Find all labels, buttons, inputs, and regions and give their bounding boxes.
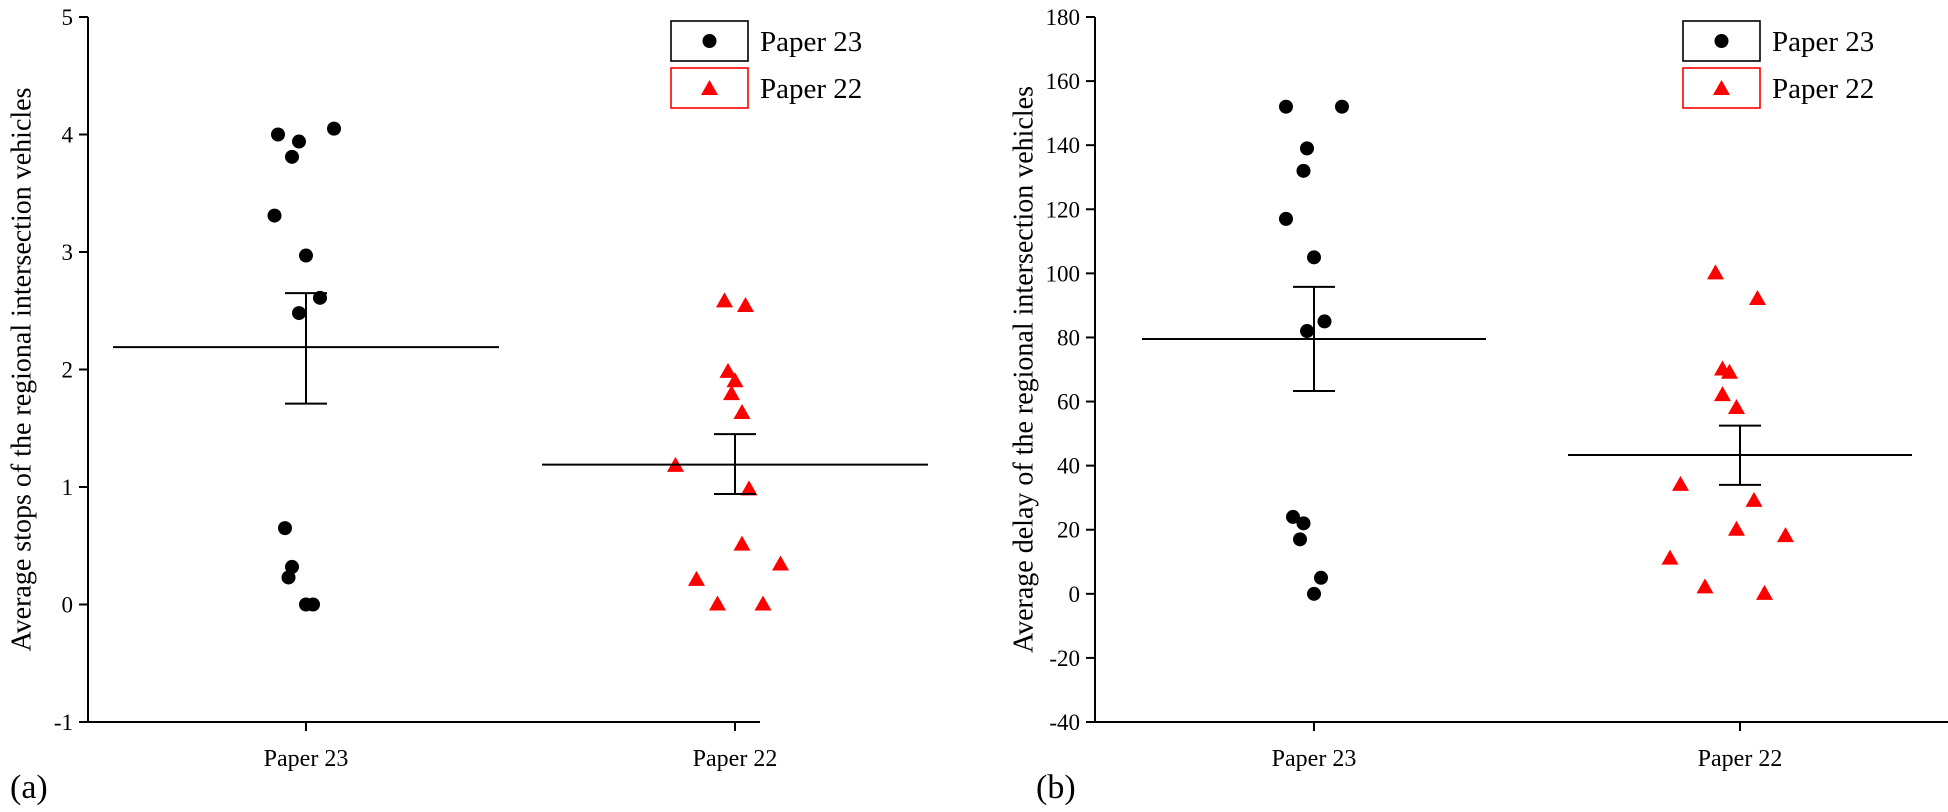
y-axis-title: Average delay of the regional intersecti… <box>1008 86 1039 653</box>
data-point <box>740 480 758 496</box>
data-point <box>285 149 299 164</box>
y-tick-label: 5 <box>62 5 74 30</box>
data-point <box>688 570 705 586</box>
legend-marker <box>1713 80 1730 95</box>
y-tick-label: 60 <box>1057 390 1080 415</box>
data-point <box>1672 475 1689 491</box>
y-tick-label: -1 <box>54 710 73 735</box>
y-tick-label: 1 <box>62 475 74 500</box>
data-point <box>292 306 306 321</box>
y-tick-label: 140 <box>1046 133 1081 158</box>
data-point <box>306 597 320 612</box>
data-point <box>1728 520 1745 536</box>
data-point <box>327 121 341 136</box>
x-tick-label: Paper 23 <box>264 746 349 772</box>
data-point <box>1286 509 1300 524</box>
y-tick-label: 80 <box>1057 325 1080 350</box>
legend: Paper 23 Paper 22 <box>670 20 862 109</box>
y-tick-label: 180 <box>1046 5 1081 30</box>
panel-a: -1 0 1 2 3 4 5 Paper 23 Paper 22 Average stops of… <box>6 5 928 806</box>
data-point <box>281 570 296 585</box>
data-point <box>267 208 282 223</box>
y-tick-label: 4 <box>62 123 74 148</box>
data-point <box>733 403 751 419</box>
data-point <box>716 292 733 308</box>
data-point <box>1696 578 1714 594</box>
data-point <box>313 290 327 305</box>
data-point <box>1307 586 1321 601</box>
data-point <box>1279 211 1293 226</box>
y-tick-label: 0 <box>1069 582 1081 607</box>
y-tick-label: 2 <box>62 358 74 383</box>
data-point <box>1749 290 1766 305</box>
y-tick-label: 3 <box>62 240 74 265</box>
legend-marker <box>702 34 717 48</box>
data-point <box>723 385 740 401</box>
data-point <box>733 535 751 551</box>
data-point <box>1307 250 1321 265</box>
data-point <box>278 521 292 536</box>
x-tick-label: Paper 22 <box>693 746 778 772</box>
data-point <box>1335 99 1349 114</box>
data-point <box>709 595 726 611</box>
data-point <box>285 559 299 574</box>
y-tick-label: 120 <box>1046 197 1081 222</box>
y-tick-label: 100 <box>1046 261 1081 286</box>
data-point <box>299 248 313 263</box>
legend-label: Paper 22 <box>1772 73 1874 105</box>
legend-label: Paper 22 <box>760 73 862 105</box>
legend-marker <box>1714 34 1729 48</box>
y-axis-title: Average stops of the regional intersecti… <box>6 88 37 652</box>
data-point <box>1300 141 1314 156</box>
data-point <box>1714 386 1731 402</box>
y-tick-label: -40 <box>1049 710 1080 735</box>
data-point <box>1721 363 1738 379</box>
data-point <box>1296 163 1311 178</box>
data-point <box>737 297 754 313</box>
y-tick-label: 20 <box>1057 518 1080 543</box>
data-point <box>1707 264 1724 280</box>
data-point <box>1317 314 1332 329</box>
data-point <box>719 362 737 378</box>
x-tick-label: Paper 22 <box>1698 746 1783 772</box>
legend-label: Paper 23 <box>1772 26 1874 58</box>
legend-label: Paper 23 <box>760 26 862 58</box>
data-point <box>1756 584 1773 600</box>
y-tick-label: 0 <box>62 593 74 618</box>
data-point <box>772 555 789 571</box>
y-tick-label: -20 <box>1049 646 1080 671</box>
data-point <box>1661 549 1679 565</box>
data-point <box>726 372 744 388</box>
data-point <box>1314 570 1328 585</box>
data-point <box>754 595 772 611</box>
data-point <box>1296 516 1311 531</box>
panel-label: (a) <box>10 769 48 806</box>
data-point <box>1300 324 1314 339</box>
y-tick-label: 40 <box>1057 454 1080 479</box>
x-tick-label: Paper 23 <box>1272 746 1357 772</box>
legend-marker <box>701 80 718 95</box>
data-point <box>1777 527 1794 543</box>
data-point <box>1745 491 1763 507</box>
data-point <box>292 134 306 149</box>
data-point <box>271 127 285 142</box>
data-point <box>1728 398 1745 414</box>
data-point <box>1279 99 1293 114</box>
data-point <box>1293 532 1307 547</box>
panel-label: (b) <box>1036 769 1076 806</box>
legend: Paper 23 Paper 22 <box>1682 20 1874 109</box>
y-tick-label: 160 <box>1046 69 1081 94</box>
